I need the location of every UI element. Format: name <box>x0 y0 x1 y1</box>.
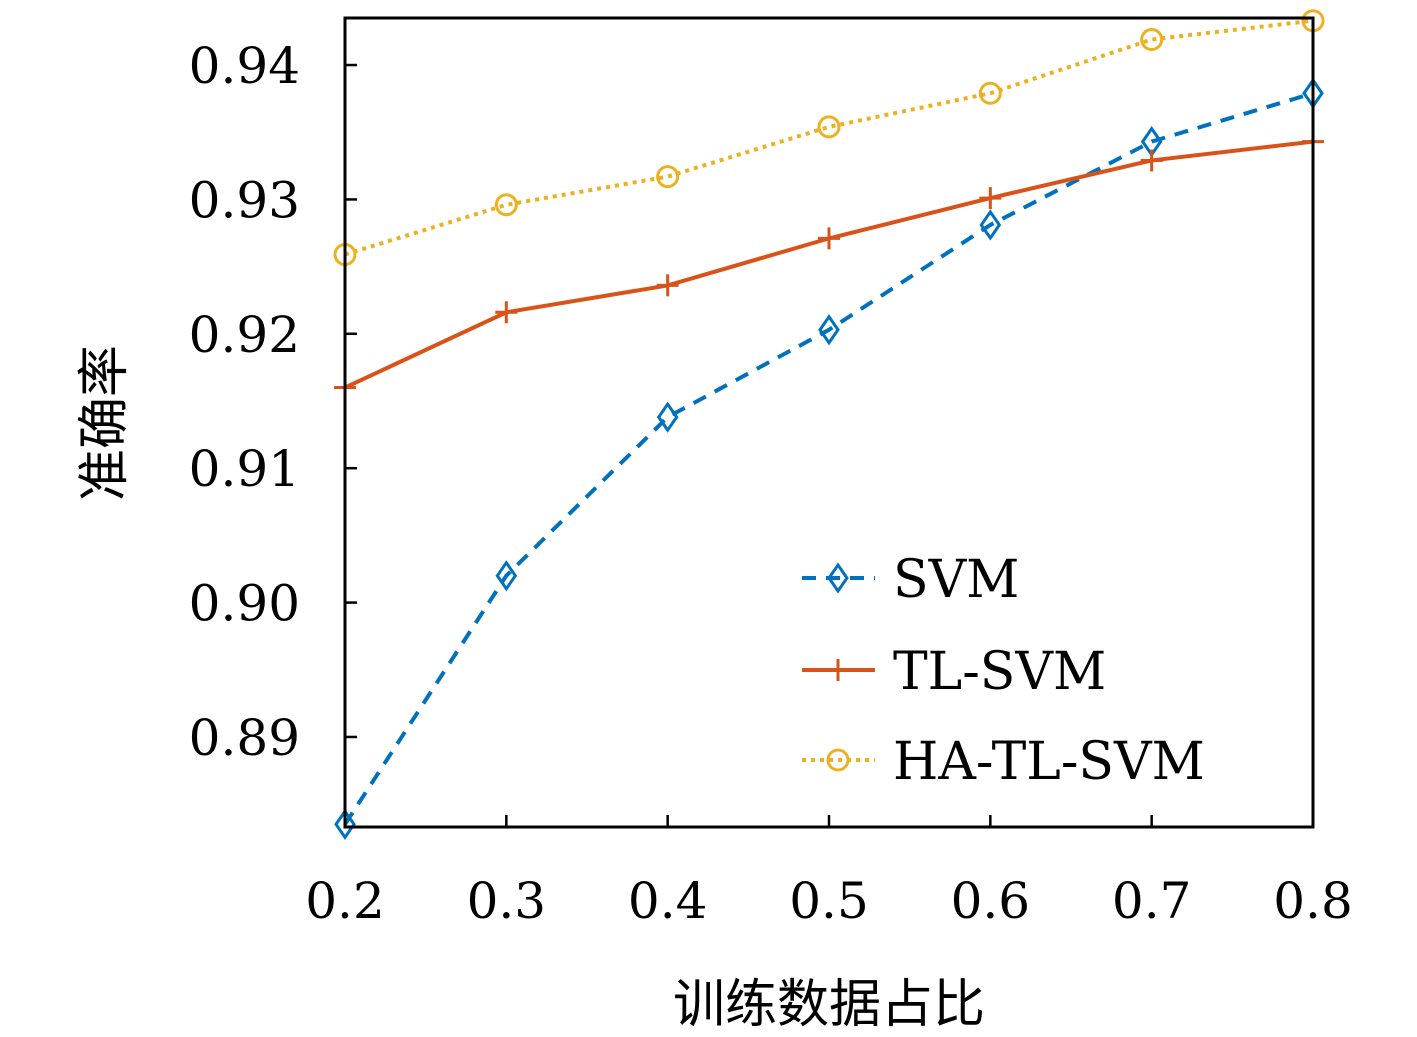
data-point-ha-tl-svm-5 <box>1140 28 1164 52</box>
legend-label: TL-SVM <box>893 642 1106 702</box>
legend-item-ha-tl-svm: HA-TL-SVM <box>802 732 1205 792</box>
legend-label: HA-TL-SVM <box>893 732 1205 792</box>
series-line-tl-svm <box>344 139 1314 390</box>
x-tick-label: 0.8 <box>1273 872 1353 930</box>
plot-frame <box>343 16 1315 829</box>
legend-label: SVM <box>893 550 1019 610</box>
y-tick-label: 0.94 <box>189 37 300 95</box>
series-svm <box>334 77 1324 840</box>
data-point-svm-2 <box>656 401 679 433</box>
y-tick-label: 0.89 <box>189 709 300 767</box>
data-point-tl-svm-1 <box>495 301 518 324</box>
data-point-ha-tl-svm-2 <box>656 165 680 189</box>
data-point-tl-svm-3 <box>818 227 840 250</box>
x-tick-label: 0.2 <box>305 872 385 930</box>
x-tick-label: 0.3 <box>467 872 547 930</box>
data-point-ha-tl-svm-1 <box>494 193 518 217</box>
legend-item-svm: SVM <box>802 550 1019 610</box>
data-point-svm-0 <box>334 808 356 840</box>
data-point-tl-svm-4 <box>979 187 1002 210</box>
x-tick-label: 0.7 <box>1112 872 1192 930</box>
data-point-svm-3 <box>818 314 840 346</box>
legend-item-tl-svm: TL-SVM <box>802 642 1106 702</box>
data-point-tl-svm-2 <box>656 274 679 297</box>
legend-marker <box>826 748 850 772</box>
y-tick-label: 0.91 <box>189 440 300 498</box>
legend-marker <box>827 562 849 594</box>
series-layer <box>333 9 1325 840</box>
data-point-svm-4 <box>979 209 1002 241</box>
data-point-ha-tl-svm-3 <box>817 115 841 139</box>
x-tick-label: 0.5 <box>789 872 869 930</box>
data-point-svm-1 <box>495 560 518 592</box>
y-tick-label: 0.92 <box>189 306 300 364</box>
series-line-svm <box>343 91 1314 826</box>
ticks-layer: 0.2 0.3 0.4 0.5 0.6 0.7 0.8 0.89 0.90 0.91 0.92 0.9… <box>189 37 1353 930</box>
series-ha-tl-svm <box>333 9 1325 267</box>
y-tick-label: 0.93 <box>189 171 300 229</box>
data-point-tl-svm-5 <box>1140 149 1163 172</box>
data-point-ha-tl-svm-4 <box>978 81 1002 105</box>
x-tick-label: 0.4 <box>628 872 708 930</box>
series-tl-svm <box>334 130 1324 399</box>
y-axis-title: 准确率 <box>75 345 135 501</box>
x-axis-title: 训练数据占比 <box>673 975 985 1035</box>
x-tick-label: 0.6 <box>951 872 1031 930</box>
legend: SVM TL-SVM HA-TL-SVM <box>802 550 1205 792</box>
y-tick-label: 0.90 <box>189 575 300 633</box>
legend-marker <box>827 659 849 681</box>
